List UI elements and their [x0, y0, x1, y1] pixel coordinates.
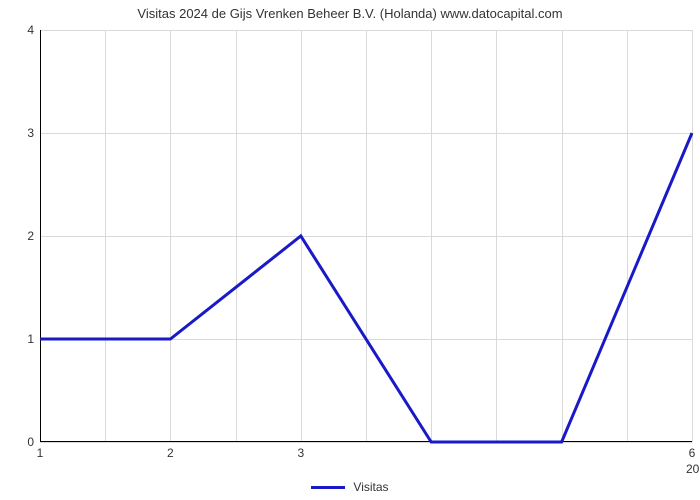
- chart-title: Visitas 2024 de Gijs Vrenken Beheer B.V.…: [0, 6, 700, 21]
- grid-horizontal: [40, 442, 692, 443]
- x-tick-label: 6: [689, 442, 696, 460]
- legend-label: Visitas: [353, 480, 388, 494]
- grid-vertical: [692, 30, 693, 442]
- y-tick-label: 1: [27, 332, 40, 346]
- x-tick-label: 1: [37, 442, 44, 460]
- chart-container: Visitas 2024 de Gijs Vrenken Beheer B.V.…: [0, 0, 700, 500]
- y-tick-label: 2: [27, 229, 40, 243]
- x-tick-label: 3: [297, 442, 304, 460]
- plot-area: 012341236202: [40, 30, 692, 442]
- x-tick-label: 2: [167, 442, 174, 460]
- series-line-visitas: [40, 133, 692, 442]
- y-tick-label: 3: [27, 126, 40, 140]
- legend-swatch: [311, 486, 345, 489]
- legend: Visitas: [0, 480, 700, 494]
- y-tick-label: 4: [27, 23, 40, 37]
- series-svg: [40, 30, 692, 442]
- x-secondary-label: 202: [686, 462, 700, 476]
